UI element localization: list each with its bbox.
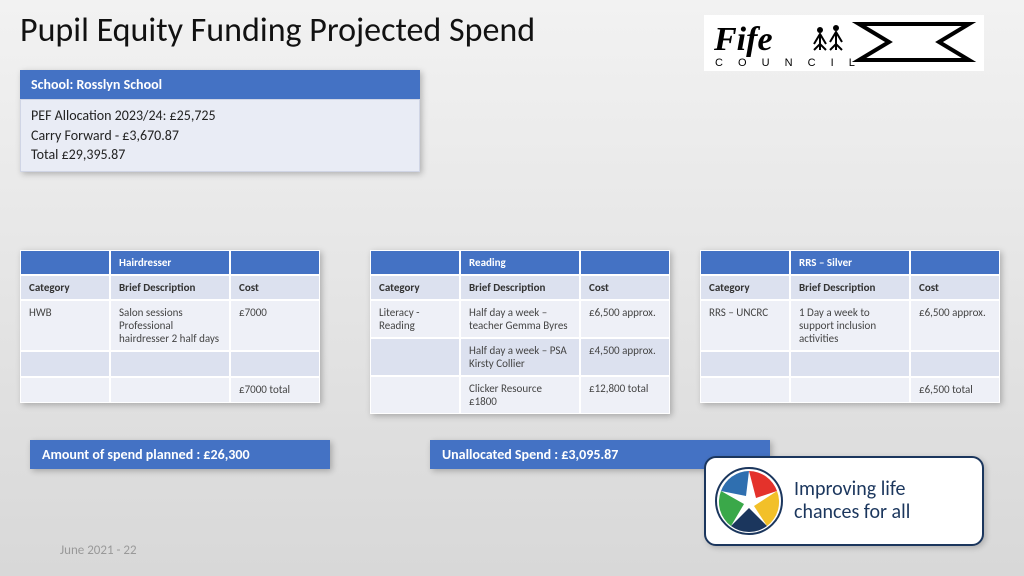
- spend-planned-bar: Amount of spend planned : £26,300: [30, 440, 330, 469]
- page-title: Pupil Equity Funding Projected Spend: [20, 10, 535, 51]
- table-cell: £12,800 total: [580, 376, 670, 414]
- allocation-line: Total £29,395.87: [31, 145, 409, 165]
- table-cell: RRS – UNCRC: [700, 300, 790, 351]
- improving-logo-line2: chances for all: [794, 501, 910, 524]
- improving-logo-line1: Improving life: [794, 478, 910, 501]
- svg-text:Fife: Fife: [713, 21, 773, 58]
- column-header: Category: [370, 275, 460, 300]
- improving-life-logo: Improving life chances for all: [704, 456, 984, 546]
- column-header: Brief Description: [110, 275, 230, 300]
- column-header: Category: [700, 275, 790, 300]
- table-cell: [790, 351, 910, 377]
- table-row: [700, 351, 1000, 377]
- column-header: Category: [20, 275, 110, 300]
- table-title: Hairdresser: [110, 250, 230, 275]
- table-cell: HWB: [20, 300, 110, 351]
- column-header: Brief Description: [460, 275, 580, 300]
- table-cell: Half day a week – teacher Gemma Byres: [460, 300, 580, 338]
- allocation-line: Carry Forward - £3,670.87: [31, 126, 409, 146]
- table-cell: £6,500 approx.: [910, 300, 1000, 351]
- reading-table: ReadingCategoryBrief DescriptionCostLite…: [370, 250, 670, 414]
- table-cell: £6,500 total: [910, 377, 1000, 403]
- school-header: School: Rosslyn School: [20, 70, 420, 99]
- column-header: Cost: [910, 275, 1000, 300]
- table-cell: [20, 351, 110, 377]
- table-cell: Half day a week – PSA Kirsty Collier: [460, 338, 580, 376]
- table-row: HWBSalon sessions Professional hairdress…: [20, 300, 320, 351]
- footer-date: June 2021 - 22: [60, 543, 137, 558]
- svg-text:C O U N C I L: C O U N C I L: [715, 57, 861, 68]
- column-header: Cost: [230, 275, 320, 300]
- table-cell: [790, 377, 910, 403]
- table-cell: [20, 377, 110, 403]
- table-cell: £7000: [230, 300, 320, 351]
- rrs-silver-table: RRS – SilverCategoryBrief DescriptionCos…: [700, 250, 1000, 403]
- table-row: RRS – UNCRC1 Day a week to support inclu…: [700, 300, 1000, 351]
- table-row: [20, 351, 320, 377]
- table-cell: [370, 338, 460, 376]
- table-title: Reading: [460, 250, 580, 275]
- table-cell: [230, 351, 320, 377]
- table-cell: [370, 376, 460, 414]
- column-header: Brief Description: [790, 275, 910, 300]
- table-cell: £4,500 approx.: [580, 338, 670, 376]
- column-header: Cost: [580, 275, 670, 300]
- table-cell: [110, 377, 230, 403]
- table-title: RRS – Silver: [790, 250, 910, 275]
- table-cell: Salon sessions Professional hairdresser …: [110, 300, 230, 351]
- table-cell: [110, 351, 230, 377]
- table-row: Clicker Resource £1800£12,800 total: [370, 376, 670, 414]
- table-cell: £6,500 approx.: [580, 300, 670, 338]
- table-cell: [700, 377, 790, 403]
- allocation-body: PEF Allocation 2023/24: £25,725 Carry Fo…: [20, 99, 420, 172]
- table-cell: £7000 total: [230, 377, 320, 403]
- hairdresser-table: HairdresserCategoryBrief DescriptionCost…: [20, 250, 320, 403]
- table-row: Half day a week – PSA Kirsty Collier£4,5…: [370, 338, 670, 376]
- school-info-box: School: Rosslyn School PEF Allocation 20…: [20, 70, 420, 172]
- table-cell: Literacy - Reading: [370, 300, 460, 338]
- table-row: £7000 total: [20, 377, 320, 403]
- table-cell: Clicker Resource £1800: [460, 376, 580, 414]
- table-cell: [910, 351, 1000, 377]
- table-row: Literacy - ReadingHalf day a week – teac…: [370, 300, 670, 338]
- table-cell: 1 Day a week to support inclusion activi…: [790, 300, 910, 351]
- allocation-line: PEF Allocation 2023/24: £25,725: [31, 106, 409, 126]
- table-cell: [700, 351, 790, 377]
- fife-council-logo: Fife C O U N C I L: [704, 15, 984, 71]
- table-row: £6,500 total: [700, 377, 1000, 403]
